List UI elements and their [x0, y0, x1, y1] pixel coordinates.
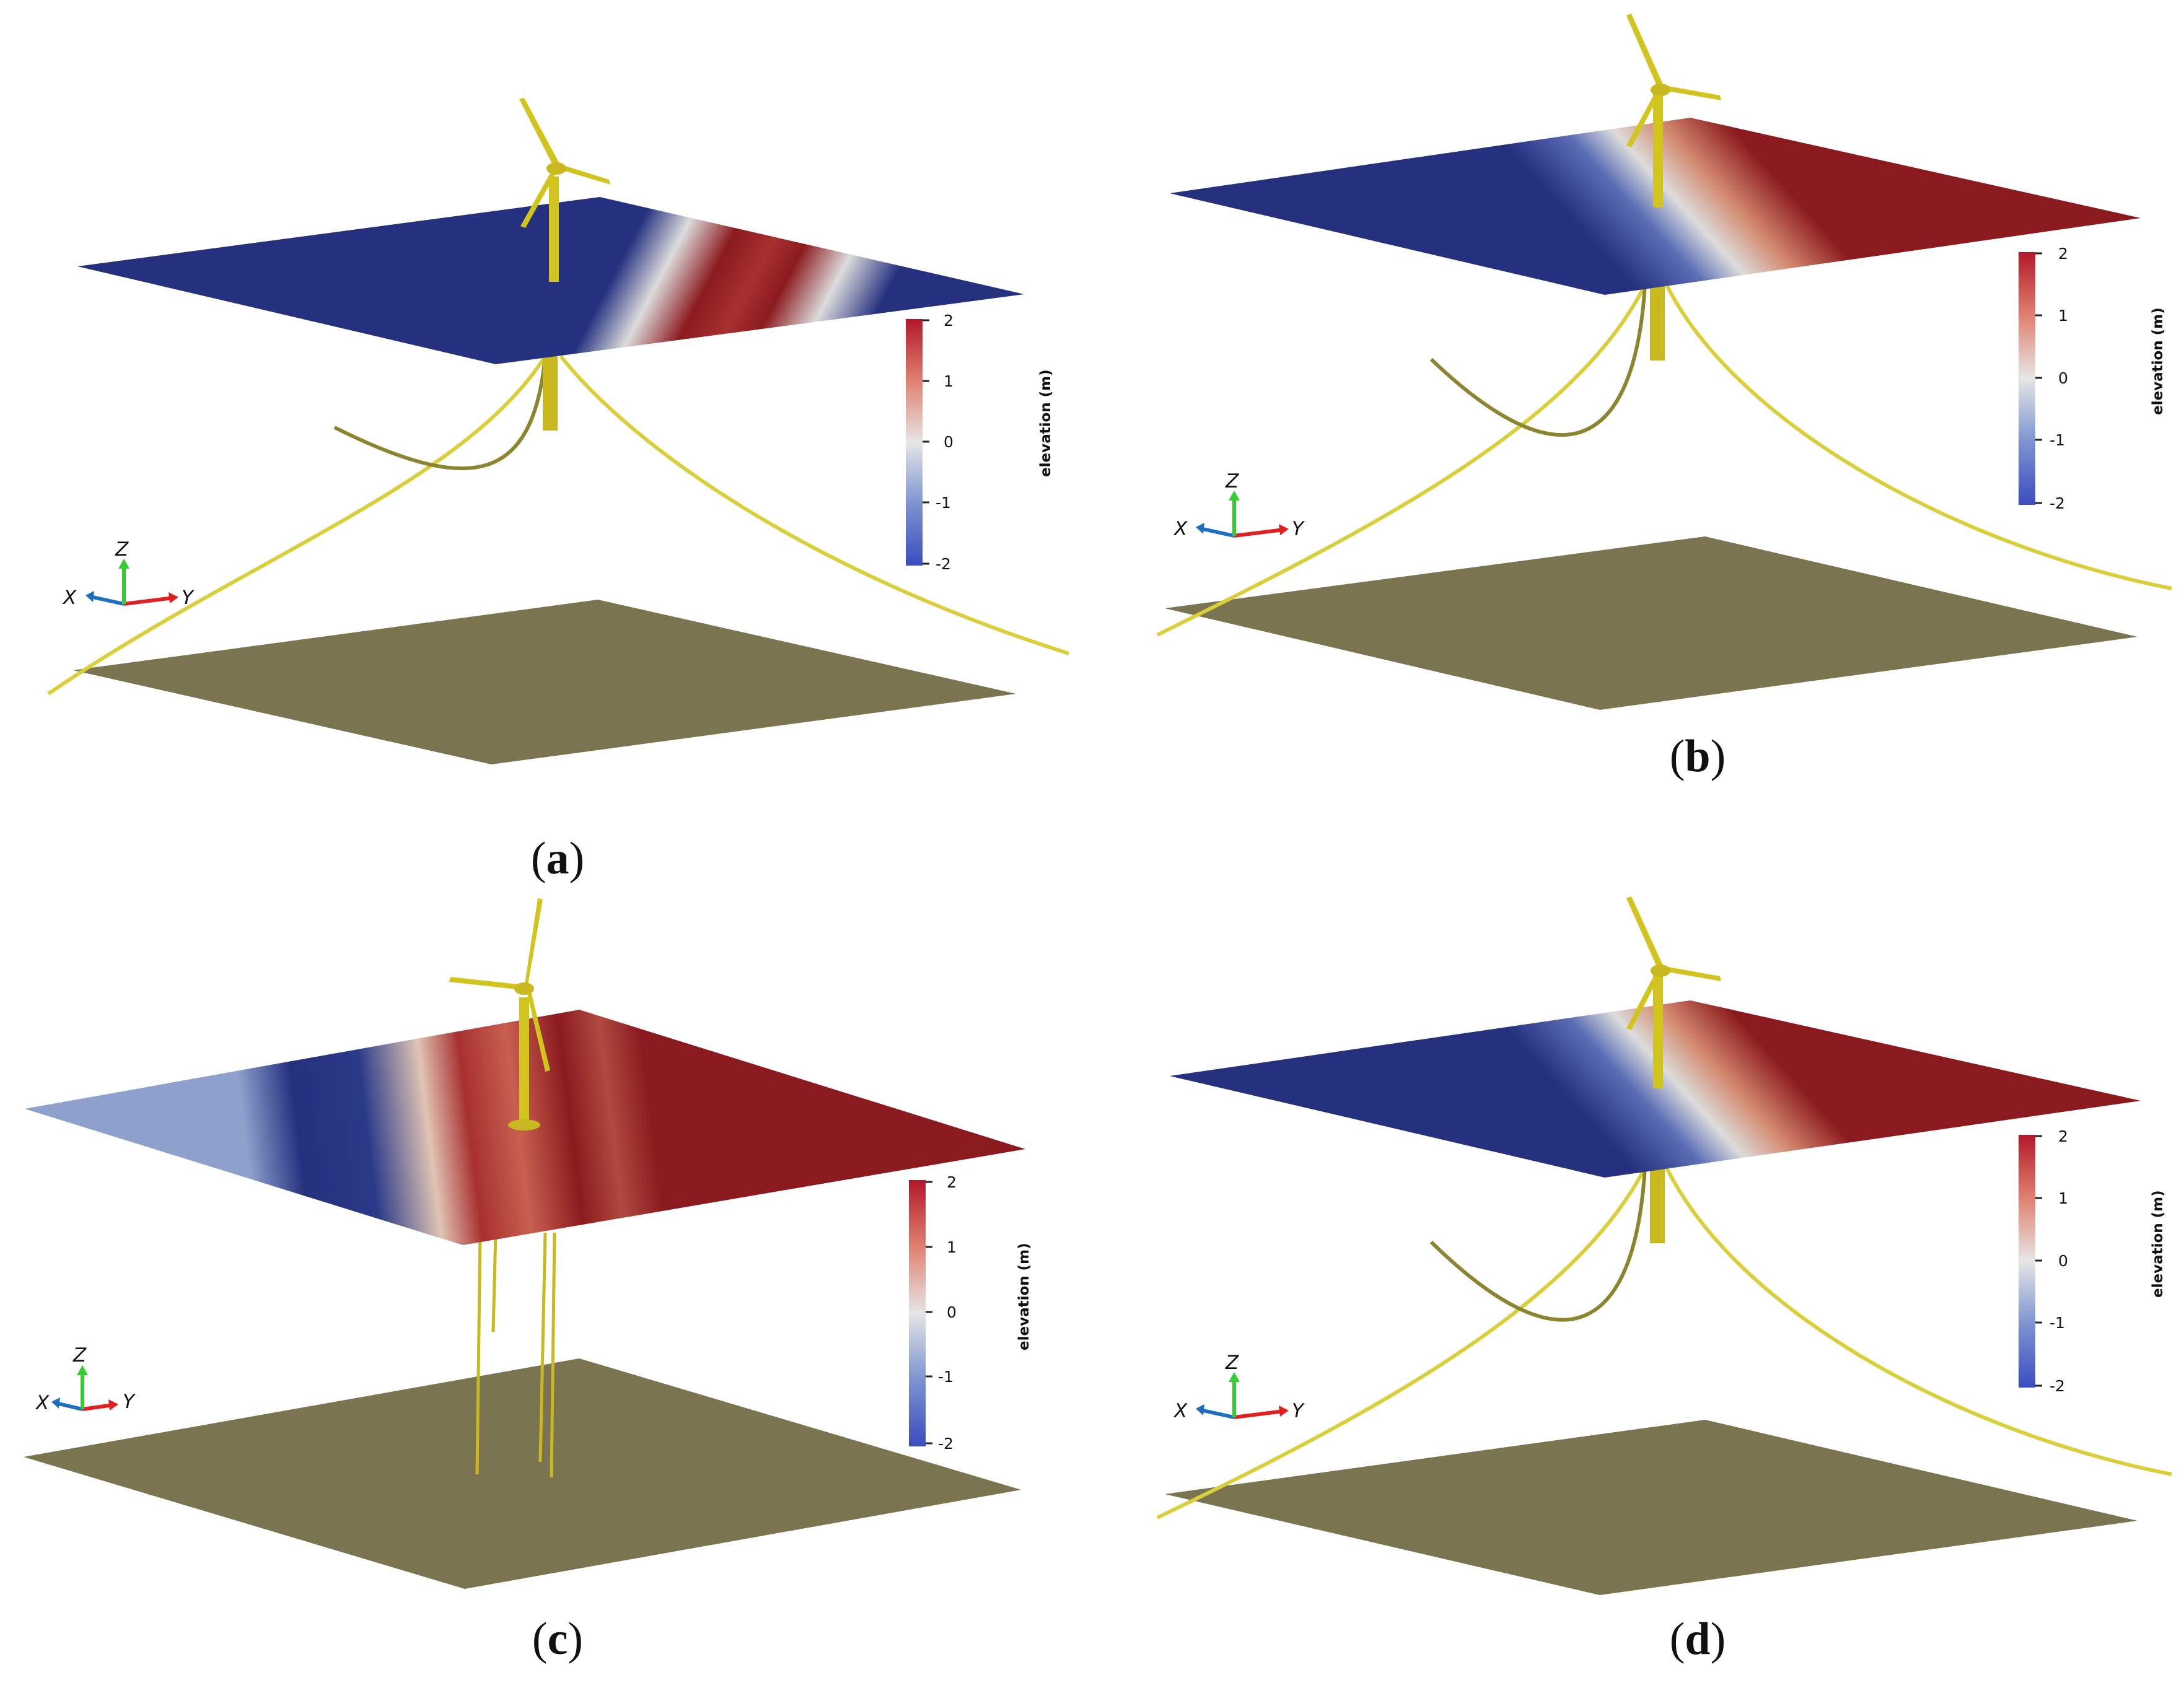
colorbar-title: elevation (m) [1016, 1243, 1032, 1350]
colorbar-tick: 1 [947, 1238, 957, 1256]
colorbar-tick: 0 [947, 1303, 957, 1321]
caption-close: ) [568, 1614, 583, 1664]
axis-label-z: Z [1225, 470, 1239, 492]
axis-label-z: Z [115, 538, 129, 561]
colorbar-tick: 1 [2058, 1189, 2068, 1207]
seabed-plane [1165, 1420, 2138, 1595]
wind-turbine-icon [1626, 896, 1721, 1088]
colorbar-tick: -2 [938, 1435, 954, 1453]
wind-turbine-icon [519, 98, 610, 282]
caption-letter: b [1685, 731, 1710, 782]
axis-label-y: Y [1292, 518, 1305, 540]
panel-d: Z X Y 2 1 0 -1 -2 elevation (m) (d) [1156, 896, 2172, 1664]
colorbar-tick: 1 [2058, 307, 2068, 325]
mooring-line [1665, 284, 2172, 590]
colorbar-tick: -1 [936, 494, 951, 512]
spar-hull [1650, 1169, 1665, 1243]
caption-d: (d) [1670, 1614, 1726, 1664]
mooring-line [1429, 284, 1647, 437]
colorbar-tick: 0 [2058, 1252, 2068, 1270]
colorbar-title: elevation (m) [2150, 1190, 2166, 1298]
colorbar: 2 1 0 -1 -2 elevation (m) [2019, 245, 2166, 512]
axis-label-z: Z [1225, 1352, 1239, 1374]
spar-hull [543, 356, 558, 431]
axis-label-z: Z [72, 1344, 87, 1367]
colorbar-tick: -2 [2050, 1377, 2065, 1395]
caption-b: (b) [1670, 731, 1726, 782]
colorbar: 2 1 0 -1 -2 elevation (m) [906, 312, 1054, 573]
mooring-line [1156, 1166, 1647, 1520]
colorbar-tick: 2 [944, 312, 954, 330]
wind-turbine-icon [1626, 14, 1721, 208]
colorbar-tick: -2 [2050, 494, 2065, 512]
colorbar-ramp [906, 319, 923, 566]
colorbar-tick: -1 [2050, 1314, 2065, 1332]
seabed-plane [24, 1358, 1021, 1589]
colorbar-tick: 1 [944, 372, 954, 390]
colorbar: 2 1 0 -1 -2 elevation (m) [2019, 1127, 2166, 1395]
axis-label-x: X [35, 1392, 50, 1414]
colorbar-tick: 0 [2058, 369, 2068, 387]
mooring-line [1156, 284, 1647, 637]
wind-turbine-icon [449, 898, 550, 1130]
caption-letter: c [548, 1614, 568, 1664]
colorbar-tick: -1 [2050, 431, 2065, 449]
mooring-line [1665, 1166, 2172, 1476]
panel-a: Z X Y 2 1 0 -1 -2 elevation (m) (a) [47, 98, 1069, 884]
colorbar-tick: 2 [2058, 245, 2068, 263]
axis-triad-icon [86, 559, 178, 606]
caption-open: ( [1670, 1614, 1685, 1664]
mooring-line [47, 355, 547, 696]
caption-close: ) [1711, 731, 1726, 782]
axis-label-x: X [1173, 518, 1188, 540]
colorbar-ramp [909, 1180, 926, 1446]
panel-c: Z X Y 2 1 0 -1 -2 elevation (m) (c) [24, 898, 1032, 1664]
caption-open: ( [532, 1614, 548, 1664]
caption-a: (a) [531, 833, 584, 884]
colorbar-tick: 2 [947, 1173, 957, 1191]
colorbar-tick: 2 [2058, 1127, 2068, 1145]
caption-open: ( [531, 833, 546, 884]
caption-open: ( [1670, 731, 1685, 782]
caption-letter: d [1685, 1614, 1710, 1664]
colorbar-tick: -2 [936, 555, 951, 573]
mooring-line [1429, 1167, 1647, 1322]
axis-label-y: Y [123, 1391, 136, 1413]
foundation-legs [475, 1232, 556, 1478]
axis-triad-icon [1196, 1372, 1289, 1419]
axis-label-x: X [1173, 1400, 1188, 1422]
sea-surface [1170, 1000, 2141, 1178]
axis-label-y: Y [182, 587, 195, 609]
axis-label-x: X [62, 587, 77, 609]
colorbar-ramp [2019, 1135, 2035, 1388]
axis-triad-icon [51, 1365, 118, 1411]
caption-close: ) [1711, 1614, 1726, 1664]
colorbar-title: elevation (m) [2150, 307, 2166, 415]
caption-letter: a [546, 833, 569, 884]
caption-close: ) [569, 833, 585, 884]
colorbar-ramp [2019, 252, 2035, 505]
axis-triad-icon [1196, 491, 1289, 538]
seabed-plane [73, 600, 1016, 764]
panel-b: Z X Y 2 1 0 -1 -2 elevation (m) (b) [1156, 14, 2172, 782]
colorbar-tick: -1 [938, 1368, 954, 1386]
colorbar-title: elevation (m) [1038, 369, 1054, 477]
spar-hull [1650, 286, 1665, 361]
colorbar-tick: 0 [944, 433, 954, 451]
axis-label-y: Y [1292, 1400, 1305, 1422]
seabed-plane [1165, 536, 2138, 710]
colorbar: 2 1 0 -1 -2 elevation (m) [909, 1173, 1032, 1453]
mooring-line [333, 356, 547, 471]
caption-c: (c) [532, 1614, 583, 1664]
mooring-line [559, 355, 1069, 655]
